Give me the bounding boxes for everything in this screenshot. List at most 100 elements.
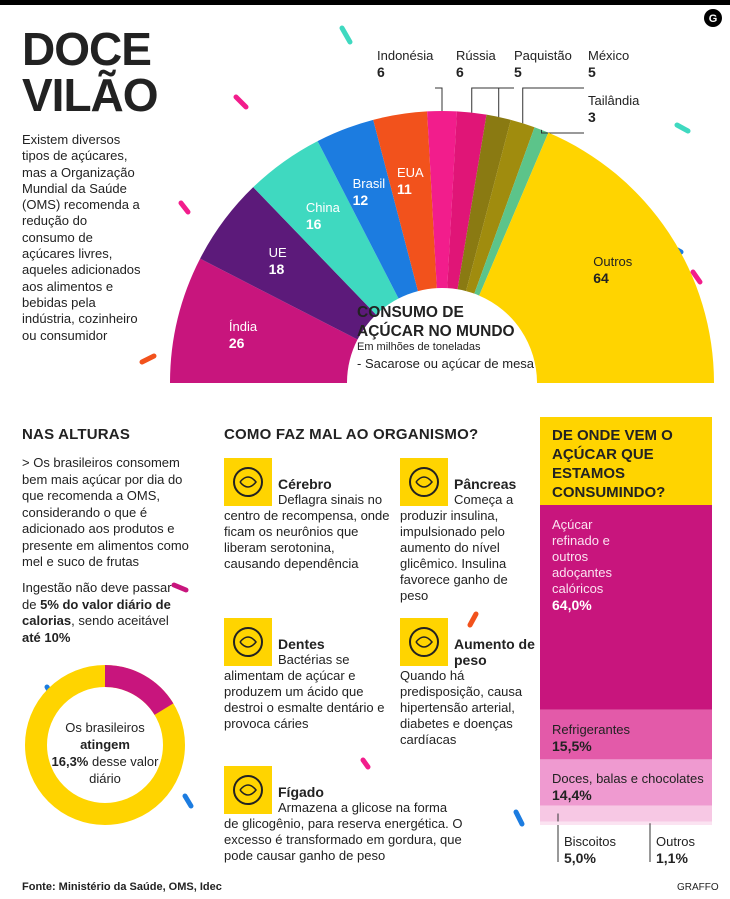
category-label: Paquistão [514, 48, 572, 63]
icon-graphic [400, 458, 448, 506]
legend-label: Açúcar refinado e outros adoçantes calór… [552, 517, 612, 596]
pie-segment [479, 132, 714, 383]
title-box [540, 417, 712, 505]
value-label: 64,0% [552, 597, 592, 613]
value-label: 5 [514, 64, 522, 80]
segment-label: Rússia 6 [456, 48, 496, 80]
logo: G [709, 13, 718, 25]
pie-segment [373, 111, 437, 292]
value-label: 18 [268, 260, 285, 277]
value-label: 5,0% [564, 850, 596, 866]
text-bold: 5% do valor diário de calorias [22, 596, 171, 629]
icon-graphic [224, 618, 272, 666]
segment-label: Outros 1,1% [656, 834, 695, 866]
value-label: 16,3% [51, 754, 89, 769]
icon [224, 458, 272, 506]
bar-segment [540, 759, 712, 806]
section-title: NAS ALTURAS [22, 426, 131, 443]
category-label: Rússia [456, 48, 496, 63]
icon [224, 618, 272, 666]
legend-label: Outros [656, 834, 696, 849]
text-bold: atingem [80, 737, 130, 752]
category-label: Outros [593, 254, 633, 270]
top-bar [0, 0, 730, 5]
category-label: EUA [396, 164, 424, 180]
organ-item: Pâncreas Começa a produzir insulina, impu… [400, 458, 535, 604]
leader-line [498, 87, 510, 117]
chart-title: DE ONDE VEM O AÇÚCAR QUE ESTAMOS CONSUMI… [552, 427, 673, 501]
category-label: Brasil [352, 175, 386, 191]
segment-label: México 5 [588, 48, 629, 80]
value-label: 15,5% [552, 737, 592, 754]
donut-segment [104, 665, 174, 716]
item-text: Armazena a glicose na forma de glicogêni… [224, 800, 463, 863]
segment-label: EUA 11 [397, 165, 424, 197]
item-title: Dentes [278, 636, 325, 652]
logo-badge [704, 9, 722, 27]
main-title: DOCE VILÃO [22, 23, 159, 121]
text: Os brasileiros [65, 720, 145, 735]
segment-label: China 16 [306, 200, 340, 232]
leader-line [471, 87, 514, 113]
segment-label: Paquistão 5 [514, 48, 572, 80]
icon [400, 618, 448, 666]
pie-segment [447, 111, 487, 290]
pie-segment [457, 114, 511, 292]
value-label: 3 [588, 109, 596, 125]
icon-graphic [224, 766, 272, 814]
bar-segment [540, 709, 712, 760]
bar-segment [540, 805, 712, 822]
segment-label: Brasil 12 [353, 176, 386, 208]
pie-segment [200, 187, 377, 340]
pie-segment [474, 127, 549, 296]
pie-segment [253, 141, 399, 315]
item-text: Deflagra sinais no centro de recompensa,… [224, 492, 390, 571]
segment-label: Outros 64 [593, 254, 632, 286]
legend-label: Biscoitos [564, 834, 617, 849]
category-label: China [305, 200, 340, 216]
legend-label: Doces, balas e chocolates [552, 771, 704, 787]
leader-line [435, 87, 443, 111]
category-label: Indonésia [377, 48, 434, 63]
chart-note: - Sacarose ou açúcar de mesa [357, 356, 535, 371]
segment-label: Indonésia 6 [377, 48, 433, 80]
chart-title: CONSUMO DE AÇÚCAR NO MUNDO [357, 304, 515, 340]
segment-label: Tailândia 3 [588, 93, 639, 125]
intro-text: Existem diversos tipos de açúcares, mas … [22, 132, 141, 343]
text: Ingestão não deve passar de [22, 580, 172, 612]
category-label: Índia [228, 318, 258, 334]
pie-segment [466, 119, 535, 294]
bar-segment [540, 505, 712, 710]
value-label: 11 [396, 180, 412, 197]
category-label: Tailândia [588, 93, 640, 108]
item-title: Aumento de peso [454, 636, 535, 668]
text: desse valor diário [89, 754, 159, 786]
segment-label: Açúcar refinado e outros adoçantes calór… [552, 517, 632, 613]
leader-line [540, 129, 584, 134]
credit: GRAFFO [677, 882, 719, 893]
segment-label: Biscoitos 5,0% [564, 834, 616, 866]
item-text: Bactérias se alimentam de açúcar e produ… [224, 652, 385, 731]
section-title: COMO FAZ MAL AO ORGANISMO? [224, 426, 479, 443]
organ-item: Aumento de peso Quando há predisposição, … [400, 618, 535, 748]
organ-item: Fígado Armazena a glicose na forma de gli… [224, 766, 464, 864]
item-title: Fígado [278, 784, 324, 800]
icon [224, 766, 272, 814]
segment-label: Doces, balas e chocolates 14,4% [552, 771, 707, 803]
item-title: Cérebro [278, 476, 332, 492]
donut-label: Os brasileiros atingem 16,3% desse valor d… [50, 719, 160, 787]
item-text: Quando há predisposição, causa hipertens… [400, 668, 523, 747]
value-label: 26 [228, 334, 245, 351]
segment-label: Refrigerantes 15,5% [552, 722, 707, 754]
text-bold: até 10% [22, 629, 71, 645]
organ-item: Cérebro Deflagra sinais no centro de reco… [224, 458, 392, 572]
pie-segment [427, 111, 457, 289]
source: Fonte: Ministério da Saúde, OMS, Idec [22, 881, 222, 893]
category-label: México [588, 48, 630, 63]
pie-segment [317, 119, 418, 299]
bar-segment [540, 821, 712, 825]
limit-text: Ingestão não deve passar de 5% do valor … [22, 580, 187, 646]
value-label: 5 [588, 64, 596, 80]
segment-label: Índia 26 [229, 319, 257, 351]
